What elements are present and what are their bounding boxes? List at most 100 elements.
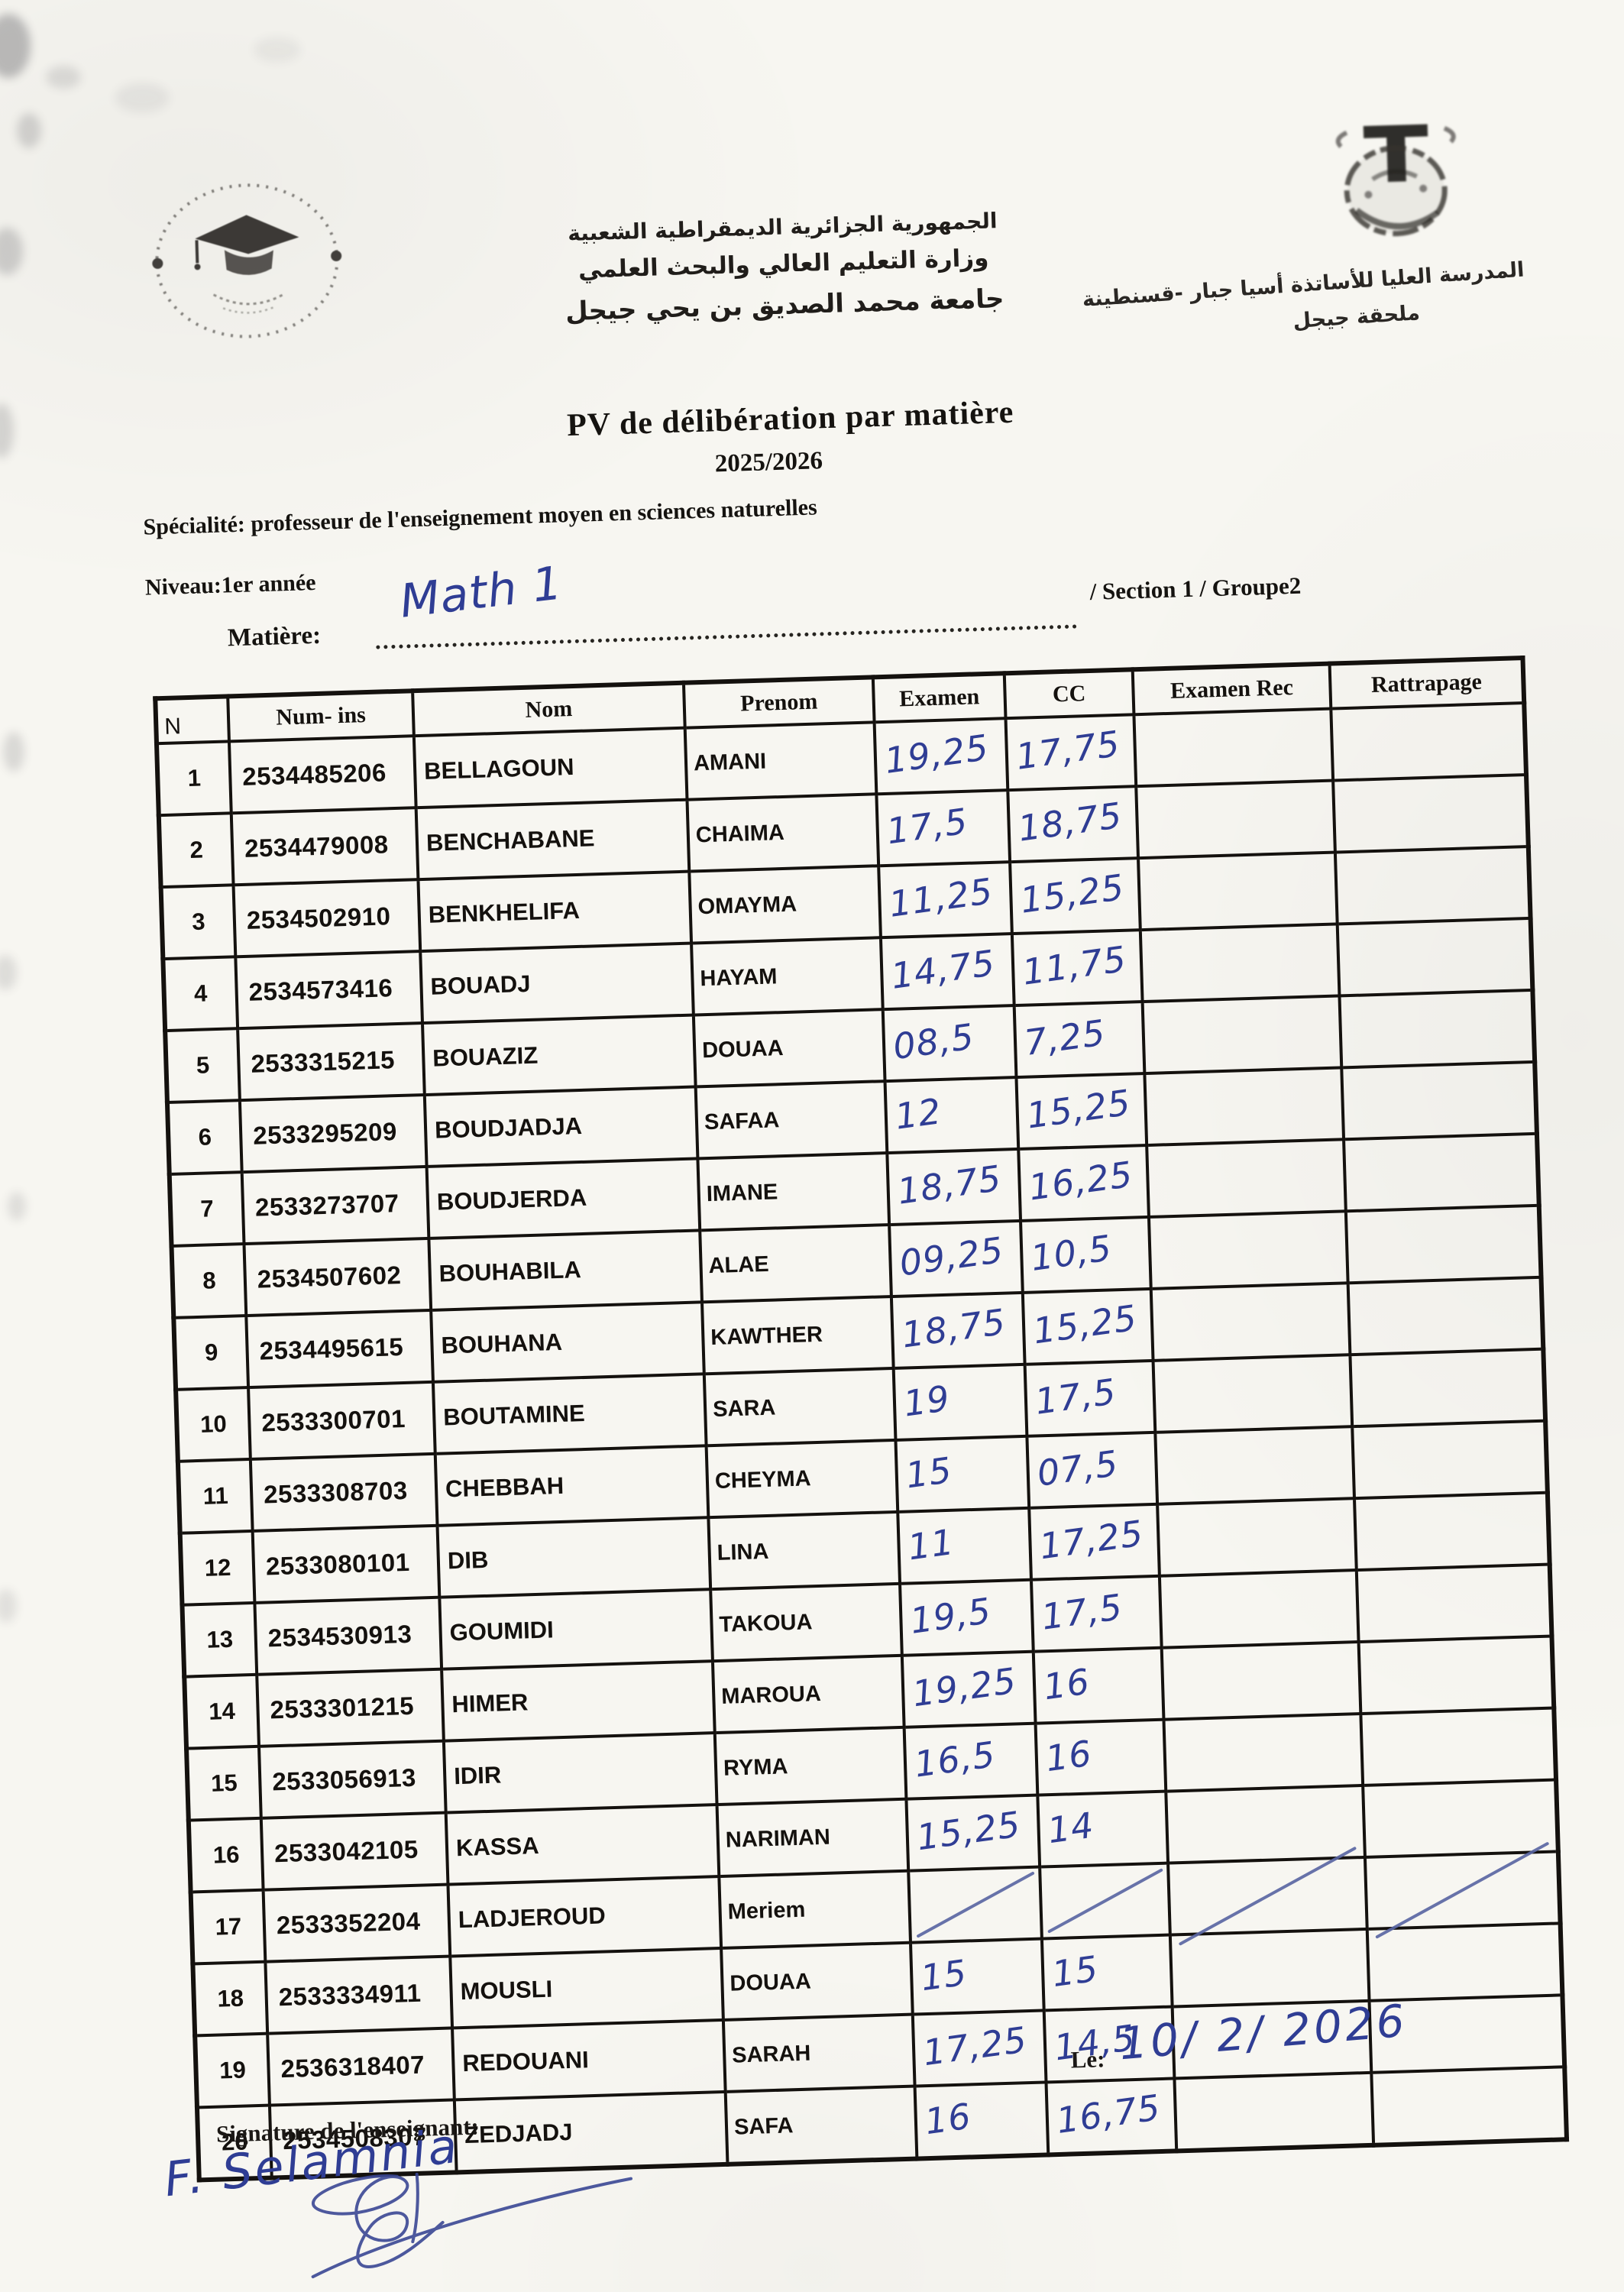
handwritten-cc-grade: 16 <box>1043 1732 1095 1780</box>
cell-row-number: 3 <box>160 885 236 960</box>
handwritten-examen-grade: 18,75 <box>894 1157 1004 1212</box>
cell-prenom: HAYAM <box>691 937 883 1015</box>
col-header-num-ins: Num- ins <box>228 691 414 742</box>
cell-cc: 10,5 <box>1021 1216 1151 1293</box>
cell-prenom: RYMA <box>714 1727 907 1805</box>
col-header-prenom: Prenom <box>683 677 875 728</box>
cell-rattrapage <box>1337 918 1533 996</box>
handwritten-examen-grade: 17,5 <box>884 800 971 853</box>
handwritten-examen-grade: 09,25 <box>897 1229 1007 1284</box>
cell-nom: HIMER <box>442 1661 715 1741</box>
cell-examen-rec <box>1148 1211 1348 1289</box>
cell-examen: 19,25 <box>901 1651 1036 1727</box>
grades-table-body: 1 2534485206 BELLAGOUN AMANI 19,25 17,75… <box>156 703 1567 2180</box>
cell-nom: BENCHABANE <box>416 799 690 880</box>
handwritten-examen-grade: 15,25 <box>914 1803 1024 1859</box>
cell-row-number: 4 <box>163 957 238 1031</box>
cell-row-number: 5 <box>165 1028 240 1103</box>
cell-nom: BOUHABILA <box>429 1230 702 1310</box>
cell-rattrapage <box>1345 1205 1542 1284</box>
cell-rattrapage <box>1339 989 1535 1068</box>
cell-nom: BOUDJERDA <box>426 1158 700 1238</box>
scan-artifact <box>46 66 81 89</box>
cell-cc <box>1040 1863 1170 1939</box>
col-header-rattrapage: Rattrapage <box>1329 658 1525 709</box>
cell-examen-rec <box>1140 924 1340 1002</box>
scan-artifact <box>17 113 41 148</box>
cell-num-ins: 2536318407 <box>267 2028 455 2106</box>
cell-rattrapage <box>1367 1923 1563 2001</box>
cell-num-ins: 2533315215 <box>238 1023 425 1101</box>
scan-artifact <box>0 403 14 458</box>
cell-rattrapage <box>1347 1277 1544 1355</box>
scan-artifact <box>0 1589 17 1623</box>
cell-cc: 17,75 <box>1005 714 1137 791</box>
cell-examen: 15 <box>910 1938 1044 2015</box>
scan-artifact <box>115 83 170 113</box>
cell-examen-rec <box>1134 708 1334 787</box>
cell-rattrapage <box>1364 1851 1561 1929</box>
cell-prenom: TAKOUA <box>710 1583 902 1662</box>
cell-row-number: 1 <box>156 741 231 816</box>
cell-num-ins: 2534479008 <box>231 808 419 885</box>
cell-prenom: LINA <box>708 1511 901 1590</box>
col-header-cc: CC <box>1004 669 1134 719</box>
cell-rattrapage <box>1331 703 1526 781</box>
handwritten-cc-grade: 15,25 <box>1030 1297 1140 1352</box>
cell-examen: 19 <box>893 1364 1027 1440</box>
cell-num-ins: 2533042105 <box>260 1812 448 1890</box>
cell-nom: BOUTAMINE <box>432 1374 707 1454</box>
cell-prenom: IMANE <box>697 1153 890 1231</box>
col-header-n: N <box>155 696 229 744</box>
cell-row-number: 19 <box>195 2033 270 2108</box>
cell-examen-rec <box>1138 852 1338 931</box>
cell-examen-rec <box>1174 2072 1374 2151</box>
cell-examen: 17,25 <box>912 2010 1047 2086</box>
cell-prenom: SARAH <box>723 2014 915 2092</box>
cell-nom: DIB <box>437 1517 711 1598</box>
handwritten-cc-grade: 17,5 <box>1032 1371 1119 1423</box>
col-header-nom: Nom <box>412 682 685 736</box>
cell-row-number: 9 <box>173 1316 249 1390</box>
cell-cc: 16,25 <box>1018 1145 1149 1221</box>
cell-rattrapage <box>1358 1636 1554 1714</box>
cell-num-ins: 2534485206 <box>228 736 416 814</box>
cell-cc: 07,5 <box>1027 1432 1158 1508</box>
cell-cc: 14 <box>1037 1791 1169 1867</box>
cell-row-number: 6 <box>167 1100 242 1174</box>
scan-artifact <box>254 37 301 63</box>
cell-cc: 15,25 <box>1010 858 1140 934</box>
cell-examen: 17,5 <box>876 790 1011 866</box>
cell-examen: 15,25 <box>906 1795 1040 1871</box>
cell-cc: 11,75 <box>1011 930 1143 1006</box>
cell-cc: 17,5 <box>1024 1360 1156 1436</box>
handwritten-cc-grade: 15 <box>1049 1947 1102 1996</box>
handwritten-cc-grade: 16,25 <box>1026 1153 1136 1209</box>
scan-artifact <box>8 1192 26 1221</box>
cell-examen: 09,25 <box>889 1220 1023 1297</box>
cell-cc: 17,25 <box>1029 1504 1160 1580</box>
cell-prenom: NARIMAN <box>717 1798 909 1877</box>
cell-examen: 11 <box>898 1507 1031 1584</box>
cell-examen <box>908 1866 1042 1943</box>
cell-prenom: SARA <box>704 1368 896 1446</box>
cell-nom: LADJEROUD <box>448 1876 722 1957</box>
cell-nom: BOUHANA <box>431 1302 704 1382</box>
cell-row-number: 13 <box>182 1602 257 1677</box>
handwritten-examen-grade: 11 <box>905 1520 957 1568</box>
cell-prenom: ALAE <box>700 1225 891 1303</box>
cell-prenom: KAWTHER <box>701 1297 894 1374</box>
niveau-line: Niveau:1er année <box>144 569 316 601</box>
cell-examen-rec <box>1159 1570 1359 1648</box>
cell-examen: 15 <box>895 1436 1030 1512</box>
cell-rattrapage <box>1341 1061 1537 1140</box>
cell-examen-rec <box>1142 995 1342 1074</box>
date-label: Le: <box>1070 2045 1105 2073</box>
cell-examen-rec <box>1136 780 1335 859</box>
cell-rattrapage <box>1360 1708 1557 1785</box>
cell-prenom: DOUAA <box>693 1009 885 1087</box>
scan-artifact <box>0 955 17 990</box>
cell-rattrapage <box>1371 2067 1567 2145</box>
signature-flourish <box>237 2161 684 2292</box>
